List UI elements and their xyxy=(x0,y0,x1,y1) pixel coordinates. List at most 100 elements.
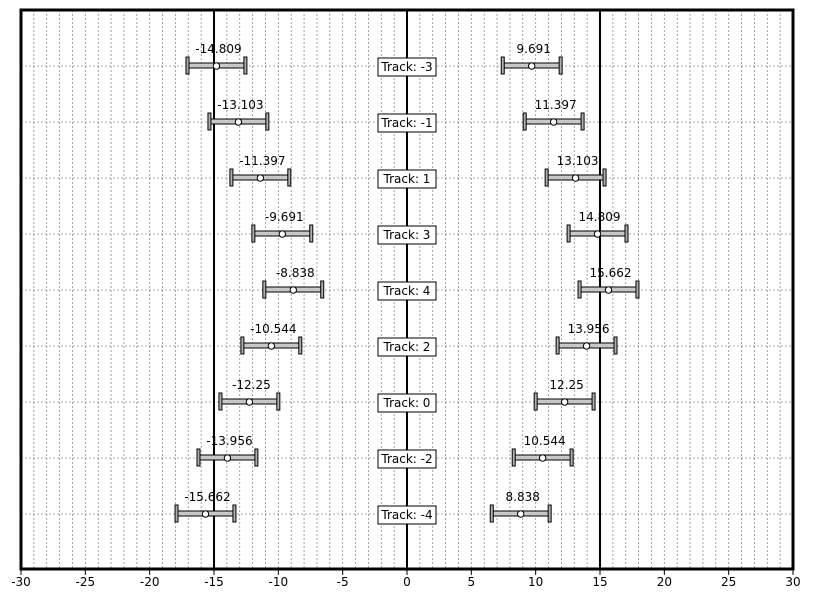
track-label: Track: 0 xyxy=(383,396,431,410)
left-error-cap-right xyxy=(298,336,303,355)
left-error-cap-right xyxy=(309,224,314,243)
x-tick-label: 5 xyxy=(468,575,476,589)
left-error-cap-left xyxy=(240,336,245,355)
track-label: Track: -1 xyxy=(380,116,432,130)
right-error-cap-left xyxy=(533,392,538,411)
track-row: -12.25 12.25 Track: 0 xyxy=(218,378,596,413)
x-tick-label: 15 xyxy=(592,575,607,589)
x-tick-label: 30 xyxy=(785,575,800,589)
left-point xyxy=(234,118,243,126)
track-row: -13.103 11.397 Track: -1 xyxy=(207,98,585,133)
x-tick-label: -25 xyxy=(76,575,96,589)
track-row: -15.662 8.838 Track: -4 xyxy=(174,490,552,525)
right-value-label: 13.103 xyxy=(557,154,599,168)
right-value-label: 10.544 xyxy=(524,434,566,448)
right-error-cap-left xyxy=(500,56,505,75)
left-point xyxy=(289,286,297,294)
track-label: Track: -3 xyxy=(380,60,432,74)
track-row: -14.809 9.691 Track: -3 xyxy=(185,42,563,77)
right-point xyxy=(593,230,602,238)
track-label: Track: 2 xyxy=(383,340,431,354)
track-label-box xyxy=(377,281,437,301)
right-value-label: 15.662 xyxy=(590,266,632,280)
right-value-label: 12.25 xyxy=(549,378,583,392)
track-rows: -14.809 9.691 Track: -3 -13.103 11.397 Track:… xyxy=(174,42,640,525)
left-point xyxy=(223,454,232,462)
right-error-cap-left xyxy=(544,168,549,187)
left-point xyxy=(212,62,221,70)
left-error-cap-left xyxy=(174,504,179,523)
track-label-box xyxy=(377,449,437,469)
left-value-label: -15.662 xyxy=(184,490,230,504)
left-value-label: -13.103 xyxy=(217,98,263,112)
left-error-cap-right xyxy=(254,448,259,467)
right-error-cap-left xyxy=(555,336,560,355)
x-tick-label: 20 xyxy=(657,575,672,589)
left-value-label: -12.25 xyxy=(232,378,271,392)
right-point xyxy=(571,174,580,182)
x-tick-label: -15 xyxy=(204,575,224,589)
right-error-cap-right xyxy=(580,112,585,131)
right-error-cap-right xyxy=(613,336,618,355)
right-error-cap-left xyxy=(511,448,516,467)
left-point xyxy=(245,398,254,406)
right-point xyxy=(517,510,525,518)
right-error-cap-right xyxy=(635,280,640,299)
x-tick-label: -5 xyxy=(337,575,349,589)
left-value-label: -8.838 xyxy=(276,266,315,280)
track-label-box xyxy=(377,393,437,413)
track-label-box xyxy=(377,337,437,357)
right-point xyxy=(582,342,591,350)
right-point xyxy=(527,62,536,70)
left-error-cap-right xyxy=(232,504,237,523)
x-tick-label: 0 xyxy=(403,575,411,589)
left-error-cap-right xyxy=(320,280,325,299)
left-point xyxy=(256,174,265,182)
track-label-box xyxy=(377,57,437,77)
x-tick-label: -30 xyxy=(11,575,31,589)
right-error-cap-left xyxy=(577,280,582,299)
right-value-label: 11.397 xyxy=(535,98,577,112)
left-error-cap-right xyxy=(265,112,270,131)
track-row: -8.838 15.662 Track: 4 xyxy=(262,266,640,301)
left-error-cap-right xyxy=(276,392,281,411)
left-error-cap-left xyxy=(218,392,223,411)
left-value-label: -14.809 xyxy=(195,42,241,56)
track-row: -11.397 13.103 Track: 1 xyxy=(229,154,607,189)
right-error-cap-right xyxy=(558,56,563,75)
left-error-cap-left xyxy=(251,224,256,243)
right-error-cap-left xyxy=(566,224,571,243)
track-label: Track: -2 xyxy=(380,452,432,466)
right-error-cap-right xyxy=(602,168,607,187)
right-point xyxy=(538,454,547,462)
track-label-box xyxy=(377,225,437,245)
x-tick-label: 25 xyxy=(721,575,736,589)
right-point xyxy=(604,286,613,294)
right-value-label: 13.956 xyxy=(568,322,610,336)
track-label-box xyxy=(377,505,437,525)
track-label: Track: 1 xyxy=(383,172,431,186)
right-error-cap-left xyxy=(522,112,527,131)
x-tick-label: -20 xyxy=(140,575,160,589)
track-row: -10.544 13.956 Track: 2 xyxy=(240,322,618,357)
x-axis: -30 -25 -20 -15 -10 -5 0 5 10 15 20 25 30 xyxy=(11,569,801,589)
left-error-cap-right xyxy=(287,168,292,187)
track-label: Track: 4 xyxy=(383,284,431,298)
left-point xyxy=(201,510,210,518)
x-tick-label: 10 xyxy=(528,575,543,589)
right-error-cap-left xyxy=(489,504,494,523)
right-value-label: 8.838 xyxy=(506,490,540,504)
left-value-label: -11.397 xyxy=(239,154,285,168)
left-error-cap-left xyxy=(185,56,190,75)
left-error-cap-left xyxy=(262,280,267,299)
left-value-label: -10.544 xyxy=(250,322,296,336)
left-value-label: -13.956 xyxy=(206,434,252,448)
track-row: -13.956 10.544 Track: -2 xyxy=(196,434,574,469)
right-point xyxy=(549,118,558,126)
left-error-cap-left xyxy=(196,448,201,467)
left-point xyxy=(278,230,287,238)
left-error-cap-left xyxy=(229,168,234,187)
track-label: Track: 3 xyxy=(383,228,431,242)
right-value-label: 9.691 xyxy=(517,42,551,56)
